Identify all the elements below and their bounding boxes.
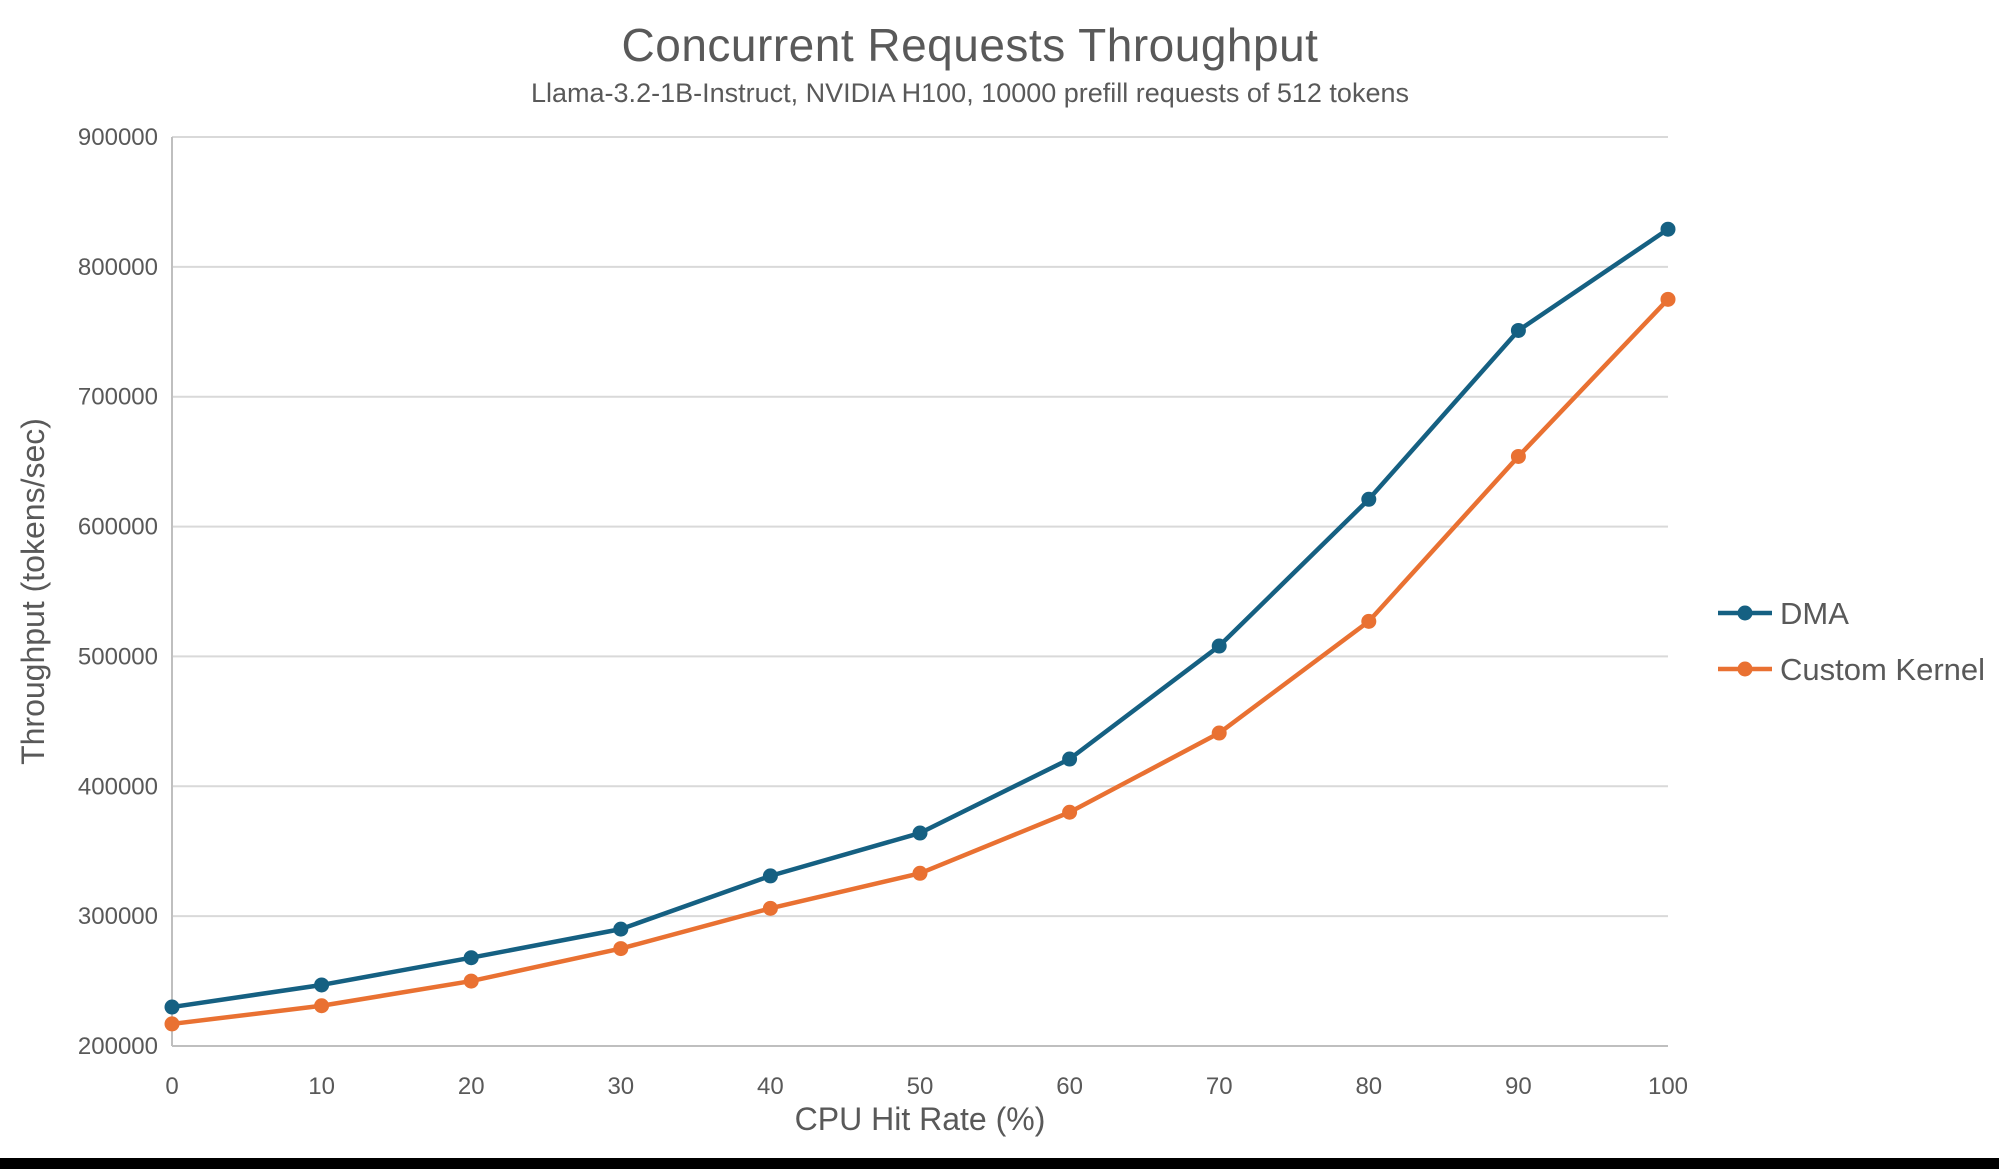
data-point-custom-kernel-80 xyxy=(1361,613,1377,629)
data-point-dma-20 xyxy=(463,950,479,966)
y-tick-label-200000: 200000 xyxy=(78,1033,158,1060)
chart-title: Concurrent Requests Throughput xyxy=(621,19,1319,71)
x-tick-label-10: 10 xyxy=(308,1073,335,1100)
y-tick-label-300000: 300000 xyxy=(78,903,158,930)
data-point-dma-50 xyxy=(912,825,928,841)
x-tick-label-70: 70 xyxy=(1206,1073,1233,1100)
x-tick-label-90: 90 xyxy=(1505,1073,1532,1100)
data-point-dma-10 xyxy=(314,977,330,993)
data-point-dma-60 xyxy=(1062,751,1078,767)
data-point-custom-kernel-0 xyxy=(164,1016,180,1032)
legend-label-dma: DMA xyxy=(1780,596,1849,631)
y-tick-label-500000: 500000 xyxy=(78,643,158,670)
y-axis-title: Throughput (tokens/sec) xyxy=(15,418,51,765)
y-tick-label-800000: 800000 xyxy=(78,254,158,281)
bottom-bar xyxy=(0,1158,1999,1169)
x-axis-title: CPU Hit Rate (%) xyxy=(795,1101,1046,1137)
x-tick-label-40: 40 xyxy=(757,1073,784,1100)
data-point-dma-70 xyxy=(1211,638,1227,654)
y-tick-label-600000: 600000 xyxy=(78,514,158,541)
data-point-custom-kernel-100 xyxy=(1660,291,1676,307)
series-line-dma xyxy=(169,226,1671,1010)
x-tick-label-30: 30 xyxy=(607,1073,634,1100)
data-point-dma-40 xyxy=(762,868,778,884)
data-point-custom-kernel-70 xyxy=(1211,725,1227,741)
legend-marker-icon-dma xyxy=(1737,605,1753,621)
data-point-custom-kernel-50 xyxy=(912,865,928,881)
legend-marker-icon-custom-kernel xyxy=(1737,661,1753,677)
data-point-dma-80 xyxy=(1361,491,1377,507)
chart-subtitle: Llama-3.2-1B-Instruct, NVIDIA H100, 1000… xyxy=(531,78,1409,108)
data-point-custom-kernel-10 xyxy=(314,998,330,1014)
x-tick-label-100: 100 xyxy=(1648,1073,1688,1100)
x-tick-label-20: 20 xyxy=(458,1073,485,1100)
y-tick-label-700000: 700000 xyxy=(78,384,158,411)
y-tick-label-900000: 900000 xyxy=(78,124,158,151)
x-tick-label-60: 60 xyxy=(1056,1073,1083,1100)
data-point-custom-kernel-20 xyxy=(463,973,479,989)
data-point-dma-30 xyxy=(613,921,629,937)
data-point-custom-kernel-90 xyxy=(1510,448,1526,464)
x-tick-label-0: 0 xyxy=(165,1073,178,1100)
y-tick-label-400000: 400000 xyxy=(78,773,158,800)
data-point-custom-kernel-40 xyxy=(762,900,778,916)
legend-label-custom-kernel: Custom Kernel xyxy=(1780,652,1985,687)
data-point-dma-0 xyxy=(164,999,180,1015)
data-point-custom-kernel-30 xyxy=(613,941,629,957)
data-point-dma-90 xyxy=(1510,322,1526,338)
data-point-custom-kernel-60 xyxy=(1062,804,1078,820)
x-tick-label-80: 80 xyxy=(1355,1073,1382,1100)
data-point-dma-100 xyxy=(1660,221,1676,237)
x-tick-label-50: 50 xyxy=(907,1073,934,1100)
